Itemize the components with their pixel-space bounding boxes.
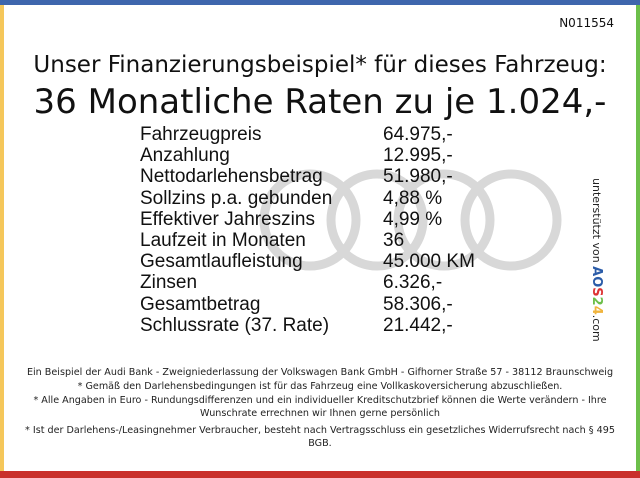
footer-line: * Ist der Darlehens-/Leasingnehmer Verbr… bbox=[25, 425, 615, 449]
audi-rings-logo bbox=[259, 169, 562, 271]
row-value: 51.980,- bbox=[383, 166, 453, 188]
title-line1: Unser Finanzierungsbeispiel* für dieses … bbox=[33, 52, 607, 78]
aos24-credit: unterstützt von AOS24.com bbox=[589, 178, 604, 342]
aos24-logo-letter: 4 bbox=[589, 305, 604, 315]
row-label: Sollzins p.a. gebunden bbox=[140, 187, 333, 209]
row-label: Schlussrate (37. Rate) bbox=[140, 314, 330, 336]
credit-text: unterstützt von bbox=[590, 178, 603, 263]
row-value: 64.975,- bbox=[383, 124, 453, 145]
aos24-logo-letter: A bbox=[589, 266, 604, 277]
border-right bbox=[636, 5, 640, 471]
footer-line: Ein Beispiel der Audi Bank - Zweignieder… bbox=[26, 367, 614, 378]
row-label: Zinsen bbox=[140, 272, 198, 294]
row-value: 6.326,- bbox=[383, 272, 443, 294]
aos24-logo: AOS24 bbox=[589, 266, 604, 315]
border-left bbox=[0, 5, 4, 471]
row-label: Nettodarlehensbetrag bbox=[140, 166, 323, 188]
row-value: 58.306,- bbox=[383, 293, 453, 315]
footer-disclaimer: Ein Beispiel der Audi Bank - Zweignieder… bbox=[20, 366, 620, 451]
footer-line: * Gemäß den Darlehensbedingungen ist für… bbox=[77, 381, 563, 392]
aos24-logo-letter: 2 bbox=[589, 296, 604, 306]
row-label: Anzahlung bbox=[140, 145, 230, 167]
border-top bbox=[0, 0, 640, 5]
row-label: Fahrzeugpreis bbox=[140, 124, 262, 145]
aos24-logo-letter: S bbox=[589, 287, 604, 297]
row-label: Gesamtlaufleistung bbox=[140, 251, 303, 273]
reference-code: N011554 bbox=[559, 16, 614, 30]
row-label: Laufzeit in Monaten bbox=[140, 229, 306, 251]
credit-suffix: .com bbox=[590, 314, 603, 342]
row-value: 4,88 % bbox=[383, 187, 443, 209]
row-label: Effektiver Jahreszins bbox=[140, 208, 315, 230]
row-value: 36 bbox=[383, 229, 405, 251]
footer-line: * Alle Angaben in Euro - Rundungsdiffere… bbox=[33, 395, 607, 419]
row-label: Gesamtbetrag bbox=[140, 293, 261, 315]
row-value: 12.995,- bbox=[383, 145, 453, 167]
border-bottom bbox=[0, 471, 640, 478]
row-value: 21.442,- bbox=[383, 314, 453, 336]
row-value: 4,99 % bbox=[383, 208, 443, 230]
title-line2: 36 Monatliche Raten zu je 1.024,- bbox=[33, 82, 607, 122]
row-value: 45.000 KM bbox=[383, 251, 475, 273]
aos24-logo-letter: O bbox=[589, 276, 604, 288]
